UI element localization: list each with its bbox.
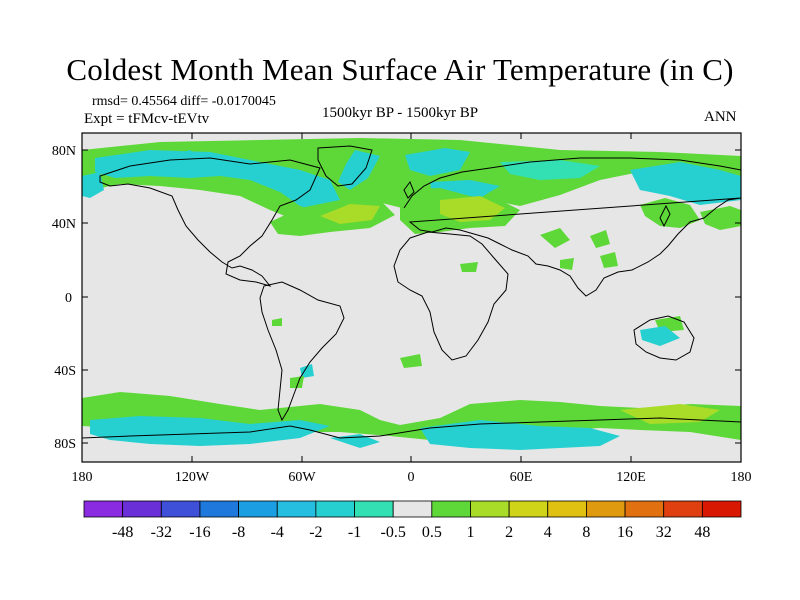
colorbar-swatch <box>586 500 626 518</box>
experiment-label: Expt = tFMcv-tEVtv <box>84 111 210 127</box>
anomaly-region <box>320 204 380 224</box>
coastline-japan <box>659 204 671 228</box>
colorbar-swatch <box>160 500 201 518</box>
anomaly-region <box>82 172 104 198</box>
lat-tick-label: 40S <box>54 364 76 379</box>
colorbar-label: -4 <box>271 524 284 541</box>
colorbar-label: -2 <box>309 524 322 541</box>
coastline-greenland <box>317 145 373 187</box>
colorbar-swatch <box>199 500 239 518</box>
colorbar-swatch <box>547 500 587 518</box>
colorbar-swatch <box>315 500 355 518</box>
lat-tick-label: 40N <box>52 217 76 232</box>
colorbar-label: -48 <box>112 524 133 541</box>
colorbar-label: -16 <box>189 524 210 541</box>
colorbar-swatch <box>83 500 124 518</box>
anomaly-region <box>600 252 618 268</box>
anomaly-region <box>640 326 680 346</box>
colorbar-swatch <box>470 500 510 518</box>
lon-tick-label: 0 <box>408 470 415 485</box>
lat-tick-label: 80N <box>52 144 76 159</box>
colorbar-swatch <box>624 500 665 518</box>
anomaly-region <box>500 160 600 180</box>
colorbar-label: 1 <box>466 524 474 541</box>
colorbar-swatch <box>508 500 549 518</box>
colorbar-label: -1 <box>348 524 361 541</box>
colorbar-label: 0.5 <box>422 524 442 541</box>
lon-tick-label: 60E <box>510 470 533 485</box>
coastline-europe-asia <box>403 157 741 297</box>
colorbar-swatch <box>354 500 394 518</box>
anomaly-region <box>272 318 282 326</box>
coastlines <box>82 145 741 439</box>
season-label: ANN <box>704 109 737 125</box>
colorbar-label: 4 <box>544 524 552 541</box>
anomaly-region <box>630 162 741 205</box>
anomaly-region <box>590 230 610 248</box>
map-title: Coldest Month Mean Surface Air Temperatu… <box>66 52 734 87</box>
anomaly-region <box>170 150 200 166</box>
anomaly-region <box>560 258 574 270</box>
colorbar-swatch <box>276 500 317 518</box>
stats-label: rmsd= 0.45564 diff= -0.0170045 <box>92 94 276 109</box>
coastline-uk <box>403 180 415 199</box>
anomaly-region <box>400 354 422 368</box>
anomaly-region <box>405 148 470 176</box>
coastline-africa <box>393 231 509 361</box>
lon-tick-label: 180 <box>72 470 93 485</box>
anomaly-region <box>82 392 741 442</box>
anomaly-region <box>440 196 505 222</box>
coastline-australia <box>633 315 695 361</box>
anomaly-region <box>300 364 314 378</box>
anomaly-region <box>290 376 304 388</box>
lon-tick-label: 120E <box>616 470 646 485</box>
colorbar-swatch <box>663 500 703 518</box>
coastline-south-america <box>259 281 345 422</box>
colorbar-swatch <box>238 500 278 518</box>
anomaly-region <box>82 138 741 222</box>
lon-ticks <box>81 133 742 462</box>
anomaly-region <box>420 420 620 450</box>
colorbar-label: 32 <box>656 524 672 541</box>
colorbar-label: 48 <box>694 524 710 541</box>
anomaly-region <box>540 228 570 248</box>
anomaly-region <box>95 150 340 212</box>
anomaly-region <box>460 262 478 272</box>
colorbar-label: 16 <box>617 524 633 541</box>
colorbar-swatch <box>701 500 742 518</box>
lon-tick-label: 120W <box>175 470 210 485</box>
colorbar-label: -8 <box>232 524 245 541</box>
colorbar-swatch <box>122 500 162 518</box>
lat-tick-label: 0 <box>65 291 72 306</box>
anomaly-region <box>338 150 380 190</box>
anomaly-fields <box>82 138 741 450</box>
colorbar-swatch <box>392 500 433 518</box>
colorbar-label: 8 <box>582 524 590 541</box>
lon-tick-label: 60W <box>288 470 316 485</box>
colorbar-label: 2 <box>505 524 513 541</box>
anomaly-region <box>700 206 741 230</box>
lat-ticks <box>82 149 741 444</box>
colorbar-label: -32 <box>151 524 172 541</box>
coastline-antarctica <box>82 417 741 439</box>
colorbar-label: -0.5 <box>381 524 406 541</box>
anomaly-region <box>90 416 330 446</box>
colorbar: -48 -32 -16 -8 -4 -2 -1 -0.5 0.5 1 2 4 8 16 32 48 <box>83 500 742 541</box>
period-label: 1500kyr BP - 1500kyr BP <box>322 105 479 121</box>
lon-tick-label: 180 <box>731 470 752 485</box>
lat-tick-label: 80S <box>54 437 76 452</box>
coastline-north-america <box>99 157 321 287</box>
colorbar-swatch <box>431 500 471 518</box>
